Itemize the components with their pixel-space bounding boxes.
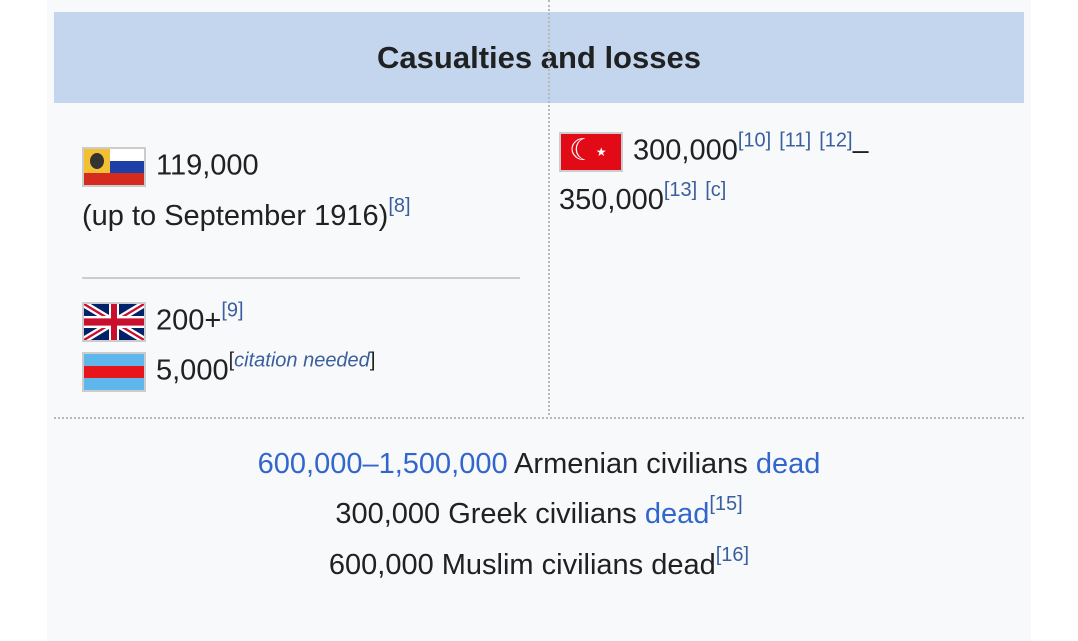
ref-9[interactable]: [9] <box>221 299 244 322</box>
uk-entry: 200+[9] <box>82 299 244 342</box>
russia-entry: 119,000 <box>82 147 259 187</box>
ref-12[interactable]: [12] <box>819 129 853 152</box>
armenia-entry: 5,000[citation needed] <box>82 349 376 392</box>
ottoman-entry-high: 350,000[13] [c] <box>559 180 726 217</box>
uk-flag-icon <box>82 302 146 342</box>
ref-c[interactable]: [c] <box>705 179 727 201</box>
ref-13[interactable]: [13] <box>663 179 698 201</box>
ref-10[interactable]: [10] <box>737 129 772 152</box>
armenian-volunteers-flag-icon <box>82 352 146 392</box>
column-divider <box>548 0 550 415</box>
range-dash: – <box>852 134 869 167</box>
row-divider <box>54 417 1024 419</box>
civilians-text: Armenian civilians <box>507 448 756 480</box>
ottoman-casualties-high: 350,000 <box>559 184 664 216</box>
ref-15[interactable]: [15] <box>709 493 743 515</box>
civilians-text: 600,000 Muslim civilians dead <box>328 549 716 581</box>
section-header: Casualties and losses <box>54 12 1024 103</box>
ref-8[interactable]: [8] <box>388 195 411 217</box>
left-separator <box>82 277 520 279</box>
section-title: Casualties and losses <box>377 39 701 75</box>
note-text: (up to September 1916) <box>82 200 389 232</box>
muslim-civilians: 600,000 Muslim civilians dead[16] <box>54 545 1024 582</box>
ref-11[interactable]: [11] <box>779 129 812 152</box>
russia-note: (up to September 1916)[8] <box>82 196 411 233</box>
civilians-text: 300,000 Greek civilians <box>335 498 645 530</box>
armenian-genocide-link[interactable]: 600,000–1,500,000 <box>257 448 508 480</box>
russian-empire-flag-icon <box>82 147 146 187</box>
dead-link[interactable]: dead <box>755 448 821 480</box>
citation-needed[interactable]: [citation needed] <box>228 349 376 372</box>
greek-civilians: 300,000 Greek civilians dead[15] <box>54 494 1024 531</box>
ref-16[interactable]: [16] <box>715 544 750 566</box>
uk-casualties: 200+ <box>156 304 222 337</box>
dead-link[interactable]: dead <box>644 498 710 530</box>
armenia-casualties: 5,000 <box>156 354 229 387</box>
infobox-panel <box>47 0 1031 641</box>
russia-casualties: 119,000 <box>156 149 259 182</box>
armenian-civilians: 600,000–1,500,000 Armenian civilians dea… <box>54 447 1024 481</box>
ottoman-casualties-low: 300,000 <box>633 134 738 167</box>
ottoman-flag-icon: ☾★ <box>559 132 623 172</box>
ottoman-entry: ☾★ 300,000[10] [11] [12]– <box>559 129 869 172</box>
